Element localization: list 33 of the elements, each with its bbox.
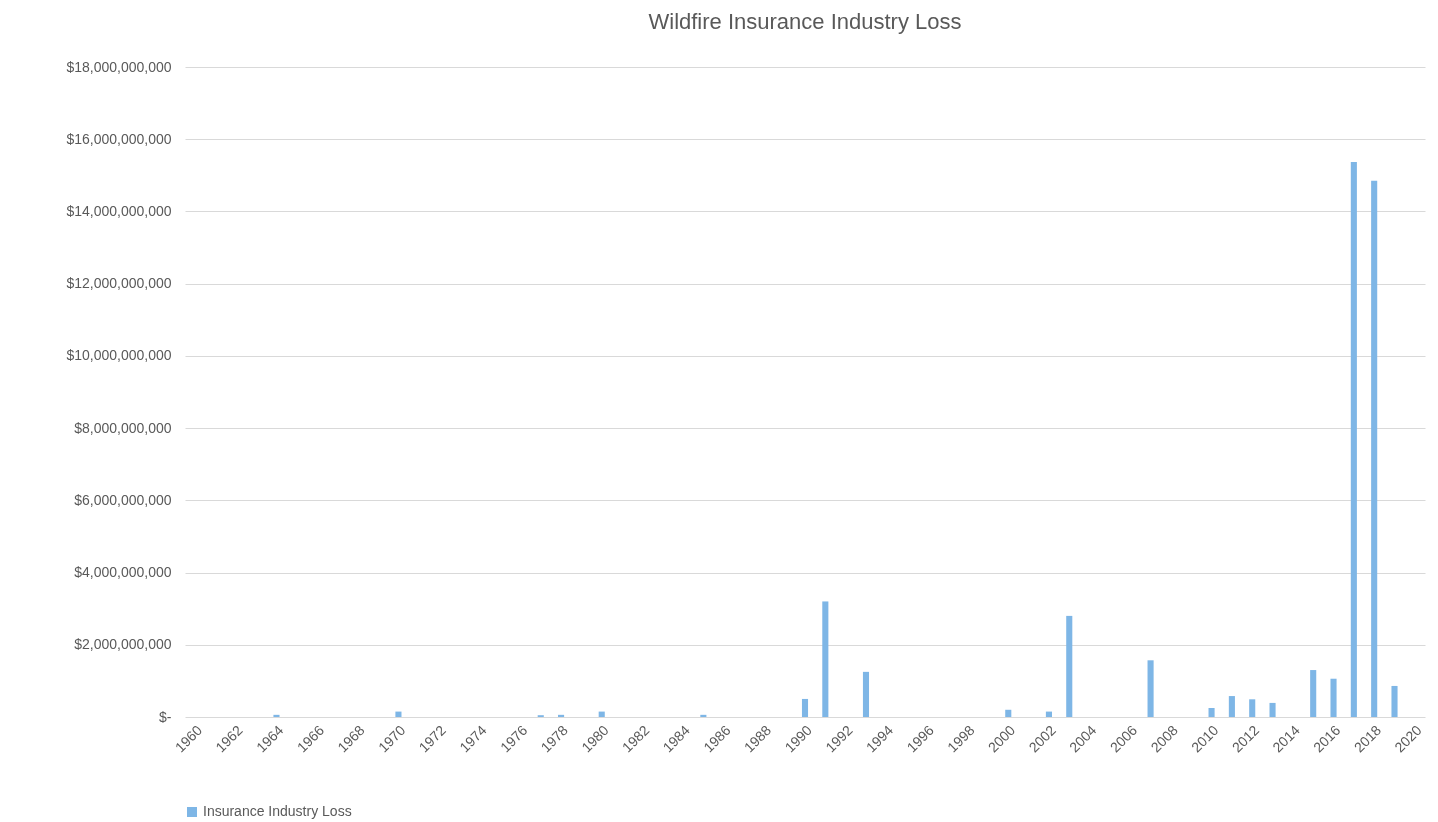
y-tick-label: $8,000,000,000 — [74, 419, 172, 436]
bar — [1066, 615, 1073, 717]
bar — [273, 714, 280, 717]
y-tick-label: $6,000,000,000 — [74, 491, 172, 508]
bar — [700, 714, 707, 717]
bar — [801, 698, 809, 717]
bar — [1330, 678, 1337, 717]
bar — [1269, 702, 1276, 717]
bar — [1045, 711, 1052, 717]
y-tick-label: $16,000,000,000 — [66, 130, 172, 147]
bar — [822, 601, 829, 717]
bar — [1228, 696, 1235, 717]
bar — [1208, 707, 1215, 717]
bar — [558, 714, 565, 717]
y-tick-label: $10,000,000,000 — [66, 347, 172, 364]
bar — [598, 711, 605, 717]
bar — [1249, 699, 1256, 717]
bar — [1005, 709, 1012, 717]
y-tick-label: $12,000,000,000 — [66, 275, 172, 292]
bar — [1391, 685, 1398, 717]
bar — [395, 711, 402, 717]
chart-title: Wildfire Insurance Industry Loss — [648, 9, 962, 34]
y-tick-label: $- — [159, 708, 172, 725]
y-tick-label: $4,000,000,000 — [74, 564, 172, 581]
legend-label: Insurance Industry Loss — [203, 803, 352, 819]
y-tick-label: $2,000,000,000 — [74, 636, 172, 653]
bar — [1310, 670, 1317, 717]
bar — [1147, 660, 1154, 717]
bar — [862, 671, 870, 717]
bar — [1350, 161, 1357, 717]
y-tick-label: $18,000,000,000 — [66, 58, 172, 75]
y-tick-label: $14,000,000,000 — [66, 202, 172, 219]
bar — [1371, 180, 1378, 717]
